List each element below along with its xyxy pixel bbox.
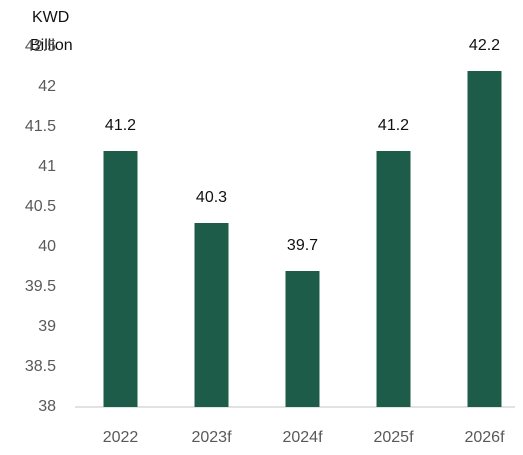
x-tick-label: 2024f: [282, 429, 323, 446]
x-tick-label: 2026f: [464, 429, 505, 446]
data-label: 41.2: [378, 117, 409, 134]
bar: [194, 223, 229, 407]
y-axis-label: KWD: [32, 9, 69, 26]
y-tick-label: 38: [38, 398, 56, 415]
y-tick-label: 39.5: [25, 278, 56, 295]
data-label: 39.7: [287, 237, 318, 254]
y-tick-label: 41: [38, 158, 56, 175]
y-axis-label: Billion: [30, 37, 73, 54]
bar: [376, 151, 411, 407]
y-tick-label: 40: [38, 238, 56, 255]
y-tick-label: 42.5: [25, 38, 56, 55]
y-tick-label: 41.5: [25, 118, 56, 135]
x-tick-label: 2025f: [373, 429, 414, 446]
data-label: 42.2: [469, 37, 500, 54]
data-label: 41.2: [105, 117, 136, 134]
bar: [285, 271, 320, 407]
x-tick-label: 2022: [103, 429, 139, 446]
y-tick-label: 40.5: [25, 198, 56, 215]
x-tick-label: 2023f: [191, 429, 232, 446]
bar: [103, 151, 138, 407]
y-tick-label: 42: [38, 78, 56, 95]
y-tick-label: 39: [38, 318, 56, 335]
bar: [467, 71, 502, 407]
y-tick-label: 38.5: [25, 358, 56, 375]
data-label: 40.3: [196, 189, 227, 206]
